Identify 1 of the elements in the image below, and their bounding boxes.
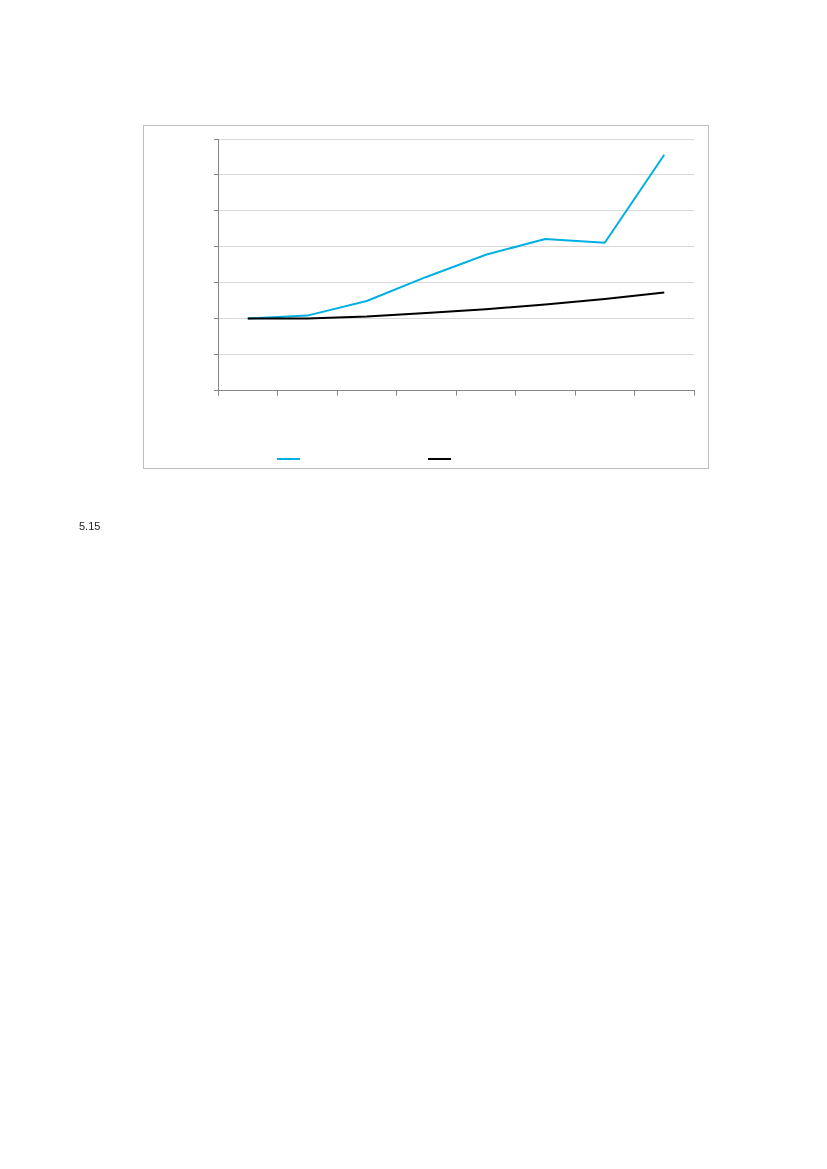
text: 5.15 — [79, 520, 101, 532]
